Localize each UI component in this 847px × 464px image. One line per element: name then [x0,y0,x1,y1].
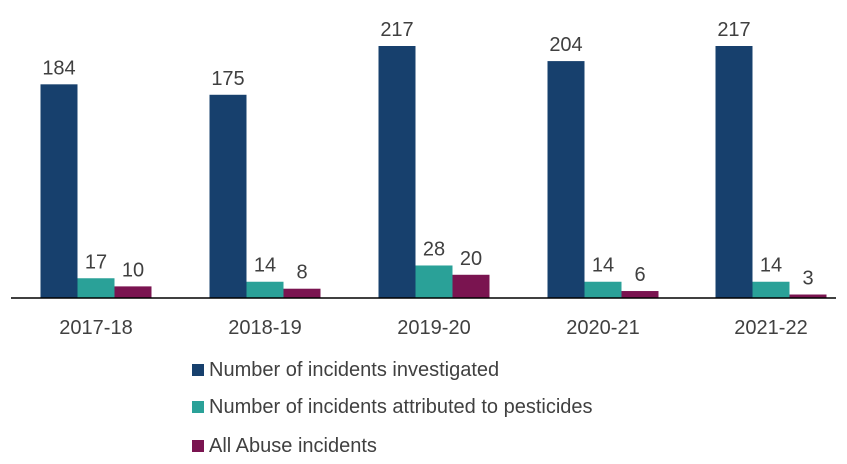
data-label-1-2021-22: 217 [717,19,750,41]
data-label-2-2020-21: 14 [592,255,614,277]
data-label-3-2019-20: 20 [460,248,482,270]
x-tick-label: 2019-20 [397,317,470,339]
bar-1-2019-20 [378,46,416,298]
bars-group [40,46,827,299]
data-label-3-2021-22: 3 [802,268,813,290]
legend-swatch-1 [192,364,204,376]
x-tick-label: 2018-19 [228,317,301,339]
bar-1-2017-18 [40,84,78,299]
bar-3-2017-18 [114,286,152,298]
legend-swatch-3 [192,440,204,452]
bar-2-2017-18 [77,278,115,298]
data-label-1-2017-18: 184 [42,57,75,79]
x-tick-label: 2020-21 [566,317,639,339]
legend-label-2: Number of incidents attributed to pestic… [209,396,593,418]
bar-3-2021-22 [789,294,827,298]
x-tick-label: 2021-22 [734,317,807,339]
data-label-2-2019-20: 28 [423,238,445,260]
data-label-1-2019-20: 217 [380,19,413,41]
x-tick-label: 2017-18 [59,317,132,339]
legend-label-1: Number of incidents investigated [209,359,499,381]
legend-label-3: All Abuse incidents [209,435,377,457]
bar-1-2018-19 [209,94,247,298]
data-label-2-2017-18: 17 [85,251,107,273]
data-label-3-2017-18: 10 [122,259,144,281]
data-label-1-2020-21: 204 [549,34,582,56]
bar-1-2021-22 [715,46,753,298]
bar-3-2020-21 [621,291,659,298]
bar-2-2020-21 [584,281,622,298]
data-label-2-2021-22: 14 [760,255,782,277]
legend-swatch-2 [192,401,204,413]
data-label-3-2020-21: 6 [634,264,645,286]
data-label-1-2018-19: 175 [211,68,244,90]
bar-3-2019-20 [452,274,490,298]
legend: Number of incidents investigated Number o… [192,359,593,457]
data-label-2-2018-19: 14 [254,255,276,277]
x-tick-labels-group: 2017-18 2018-19 2019-20 2020-21 2021-22 [59,317,807,339]
bar-2-2021-22 [752,281,790,298]
bar-2-2018-19 [246,281,284,298]
bar-3-2018-19 [283,288,321,298]
bar-2-2019-20 [415,265,453,298]
data-label-3-2018-19: 8 [296,262,307,284]
data-labels-group: 184 17 10 175 14 8 217 28 20 204 14 6 217 14 3 [42,19,813,290]
bar-1-2020-21 [547,61,585,299]
